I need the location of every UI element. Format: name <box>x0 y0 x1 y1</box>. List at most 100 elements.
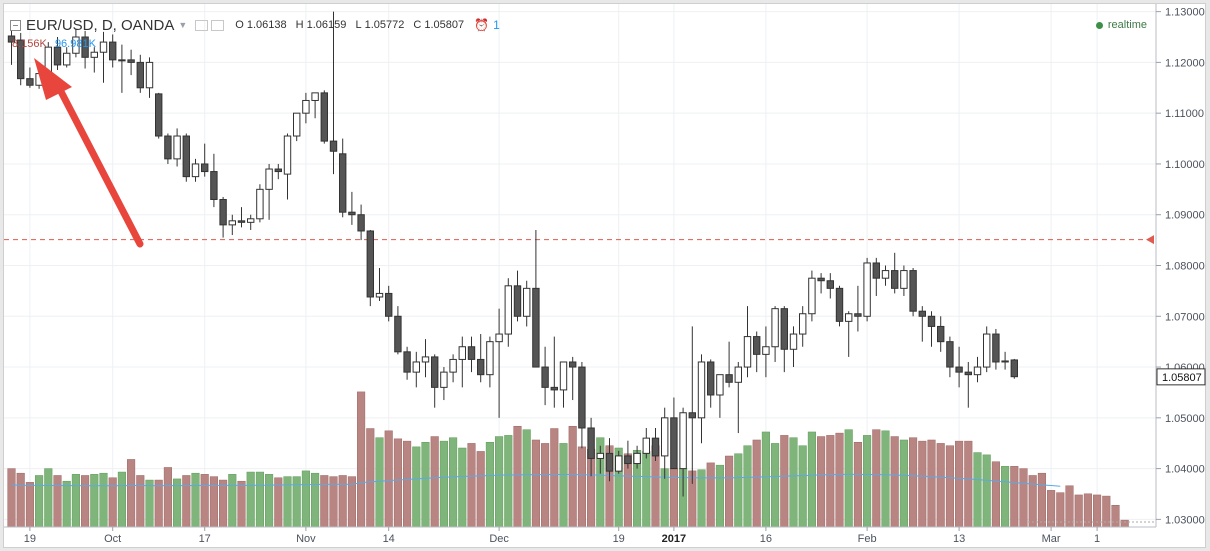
candle-body <box>228 220 237 226</box>
candle <box>72 29 80 58</box>
symbol-dropdown-icon[interactable]: ▼ <box>178 20 188 30</box>
candle-body <box>587 427 595 459</box>
price-tick-label: 1.03000 <box>1165 514 1205 526</box>
candle-body <box>918 310 926 317</box>
candle-body <box>99 41 108 53</box>
candlestick-chart[interactable]: 1.13000 1.12000 1.11000 1.10000 1.09000 1.080… <box>4 4 1207 549</box>
candle-body <box>983 333 991 368</box>
candle <box>596 445 604 474</box>
volume-bar <box>467 443 476 528</box>
candle-body <box>753 336 761 355</box>
time-tick-label: 13 <box>953 533 965 545</box>
collapse-legend-icon[interactable] <box>10 19 21 31</box>
candle-body <box>440 371 448 388</box>
volume-bar <box>338 475 347 528</box>
candle <box>17 32 25 86</box>
volume-bar <box>513 425 522 528</box>
volume-bar <box>909 437 918 528</box>
candle <box>26 67 34 88</box>
realtime-indicator: realtime <box>1095 19 1147 31</box>
candle-body <box>81 36 89 58</box>
volume-bar <box>209 476 218 528</box>
candle-body <box>762 346 770 355</box>
candle-body <box>697 361 706 419</box>
volume-bar <box>780 435 789 528</box>
symbol-label[interactable]: EUR/USD, D, OANDA <box>26 16 175 34</box>
volume-bar <box>71 474 80 528</box>
candle-body <box>550 386 558 391</box>
candle-body <box>375 292 384 298</box>
candle-body <box>992 333 1000 363</box>
volume-bar <box>945 445 954 528</box>
volume-bar <box>320 475 329 528</box>
candle-body <box>164 135 172 160</box>
volume-bar <box>890 436 899 528</box>
candle <box>523 280 531 327</box>
candle <box>624 440 632 469</box>
volume-bar <box>853 442 862 528</box>
volume-bar <box>301 470 310 528</box>
volume-bar <box>476 451 485 528</box>
candle-body <box>504 285 513 335</box>
candle-body <box>863 262 871 317</box>
volume-bar <box>108 477 117 528</box>
candle <box>707 359 715 408</box>
candle <box>136 54 145 93</box>
chart-pane[interactable]: 1.13000 1.12000 1.11000 1.10000 1.09000 1.080… <box>3 3 1206 548</box>
candle-body <box>826 280 834 289</box>
volume-bar <box>393 438 402 528</box>
candle-body <box>293 112 301 137</box>
candle-body <box>872 262 880 279</box>
volume-bar <box>449 437 458 528</box>
hide-icon[interactable] <box>211 19 225 31</box>
time-tick-label: 19 <box>24 533 36 545</box>
candle-body <box>771 308 779 348</box>
candle-body <box>210 171 218 200</box>
candle <box>237 207 246 228</box>
volume-bar <box>568 425 577 528</box>
volume-bar <box>725 455 734 528</box>
candle-body <box>780 308 788 350</box>
volume-bar <box>283 476 292 528</box>
candle <box>992 328 1000 370</box>
settings-icon[interactable] <box>195 19 209 31</box>
price-tick-label: 1.09000 <box>1165 210 1205 222</box>
candle-body <box>237 220 246 223</box>
candle <box>688 326 696 484</box>
price-tick-label: 1.13000 <box>1165 7 1205 19</box>
volume-bar <box>99 472 108 528</box>
alert-count[interactable]: 1 <box>493 18 500 32</box>
last-price-box <box>1156 368 1206 386</box>
alarm-clock-icon[interactable]: ⏰ <box>474 18 490 32</box>
candle <box>53 37 62 71</box>
candle-body <box>421 356 430 363</box>
candle-body <box>458 346 467 360</box>
candle-body <box>854 313 862 317</box>
candle-body <box>467 346 476 360</box>
candle-body <box>799 313 807 335</box>
candle <box>716 374 724 418</box>
candle-body <box>477 358 485 376</box>
volume-bar <box>1065 485 1074 528</box>
candle-body <box>845 313 853 322</box>
candle-body <box>513 285 522 317</box>
horizontal-level-marker <box>1146 235 1154 245</box>
candle <box>348 191 356 225</box>
candle <box>771 306 779 362</box>
volume-bar <box>90 474 99 528</box>
candle <box>569 356 577 401</box>
candle <box>799 306 807 347</box>
last-price-label: 1.05807 <box>1162 372 1202 384</box>
candle-body <box>642 437 650 454</box>
candle <box>642 427 650 459</box>
candle <box>145 57 154 98</box>
candle-body <box>311 92 319 101</box>
candle <box>661 407 669 479</box>
volume-bar <box>522 429 531 528</box>
candle <box>118 44 126 93</box>
candle <box>477 334 485 383</box>
candle <box>679 407 687 497</box>
candle-body <box>136 61 145 89</box>
candle-body <box>7 35 16 43</box>
candle-body <box>256 188 264 220</box>
